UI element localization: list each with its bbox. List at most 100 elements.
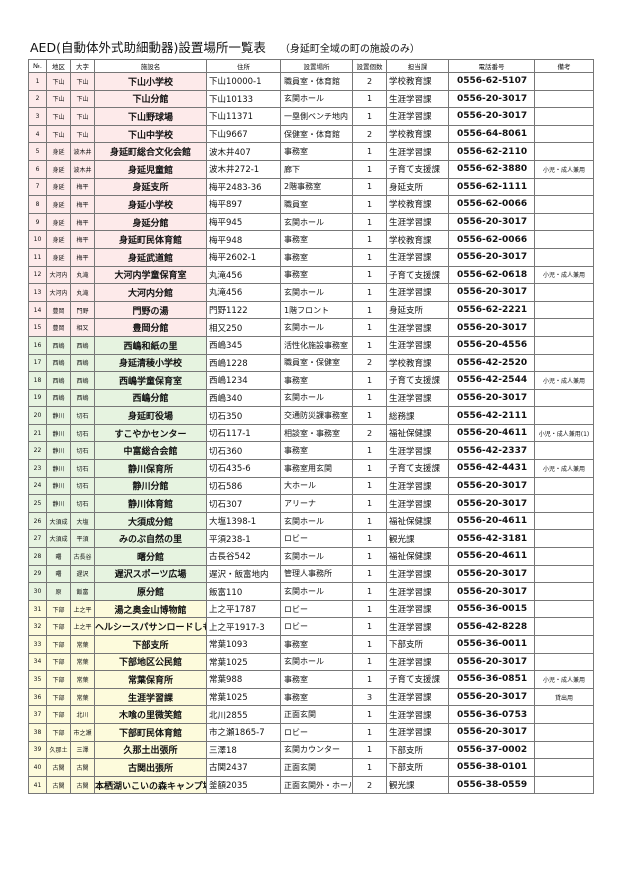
cell-count: 1 <box>352 195 387 214</box>
cell-phone: 0556-20-3017 <box>448 388 535 408</box>
cell-note: 小児・成人兼用 <box>534 159 594 179</box>
cell-count: 1 <box>352 494 387 513</box>
cell-no: 19 <box>28 388 47 408</box>
cell-no: 26 <box>28 511 47 531</box>
cell-phone: 0556-20-3017 <box>448 107 535 126</box>
cell-address: 梅平2483-36 <box>206 177 281 197</box>
cell-facility: 木喰の里微笑館 <box>94 705 207 724</box>
cell-no: 12 <box>28 265 47 285</box>
cell-phone: 0556-62-3880 <box>448 159 535 179</box>
cell-dept: 生涯学習課 <box>386 335 449 355</box>
cell-no: 7 <box>28 177 47 197</box>
cell-dept: 生涯学習課 <box>386 388 449 408</box>
cell-phone: 0556-20-3017 <box>448 722 535 742</box>
cell-phone: 0556-62-0618 <box>448 265 535 285</box>
cell-address: 西嶋1234 <box>206 371 281 390</box>
cell-dept: 学校教育課 <box>386 230 449 249</box>
cell-address: 常葉1025 <box>206 687 281 707</box>
cell-facility: 下山分館 <box>94 89 207 109</box>
cell-dept: 身延支所 <box>386 177 449 197</box>
cell-facility: 身延小学校 <box>94 195 207 214</box>
cell-area: 下山 <box>70 107 95 126</box>
cell-place: 相談室・事務室 <box>280 423 353 443</box>
cell-area: 波木井 <box>70 159 95 179</box>
cell-count: 1 <box>352 564 387 584</box>
cell-count: 2 <box>352 72 387 91</box>
cell-count: 1 <box>352 476 387 496</box>
table-row: 30 原飯富 原分館 飯富110 玄関ホール 1 生涯学習課 0556-20-3017 <box>28 582 594 601</box>
cell-no: 4 <box>28 124 47 144</box>
table-row: 9 身延 梅平 身延分館 梅平945 玄関ホール 1 生涯学習課 0556-20-3017 <box>28 212 594 232</box>
table-row: 6 身延 波木井 身延児童館 波木井272-1 廊下 1 子育て支援課 0556-62-3880… <box>28 159 594 179</box>
cell-place: 一塁側ベンチ地内 <box>280 107 353 126</box>
cell-area: 西嶋 <box>70 335 95 355</box>
cell-district: 身延 <box>46 159 71 179</box>
cell-place: 事務室 <box>280 371 353 390</box>
cell-dept: 下部支所 <box>386 635 449 654</box>
cell-district: 大須成 <box>46 529 71 549</box>
table-row: 20 静川 切石 身延町役場 切石350 交通防災課事務室 1 総務課 0556-42-2111 <box>28 406 594 425</box>
cell-no: 37 <box>28 705 47 724</box>
cell-address: 北川2855 <box>206 705 281 724</box>
header-cell: 地区 <box>46 59 71 73</box>
cell-note <box>534 582 594 601</box>
header-cell: №. <box>28 59 47 73</box>
cell-district: 下山 <box>46 89 71 109</box>
cell-place: 玄関ホール <box>280 89 353 109</box>
table-row: 3 下山 下山 下山野球場 下山11371 一塁側ベンチ地内 1 生涯学習課 0556-20-3… <box>28 107 594 126</box>
cell-place: 玄関ホール <box>280 388 353 408</box>
cell-no: 32 <box>28 617 47 636</box>
cell-no: 3 <box>28 107 47 126</box>
cell-facility: 静川分館 <box>94 476 207 496</box>
table-body: 1 下山 下山 下山小学校 下山10000-1 職員室・体育館 2 学校教育課 0556-62-… <box>28 72 594 795</box>
cell-phone: 0556-20-3017 <box>448 476 535 496</box>
cell-phone: 0556-42-2111 <box>448 406 535 425</box>
cell-facility: 身延町総合文化会館 <box>94 142 207 161</box>
cell-no: 35 <box>28 670 47 689</box>
cell-facility: 門野の湯 <box>94 300 207 320</box>
cell-phone: 0556-62-2110 <box>448 142 535 161</box>
cell-dept: 生涯学習課 <box>386 705 449 724</box>
cell-address: 門野1122 <box>206 300 281 320</box>
cell-area: 梅平 <box>70 212 95 232</box>
cell-address: 常葉988 <box>206 670 281 689</box>
table-row: 17 西嶋 西嶋 身延清稜小学校 西嶋1228 職員室・保健室 2 学校教育課 0556-42-… <box>28 353 594 373</box>
cell-facility: 古関出張所 <box>94 758 207 777</box>
cell-place: 玄関ホール <box>280 582 353 601</box>
cell-phone: 0556-42-2337 <box>448 441 535 461</box>
cell-district: 下山 <box>46 72 71 91</box>
cell-district: 下部 <box>46 635 71 654</box>
cell-no: 8 <box>28 195 47 214</box>
cell-area: 常葉 <box>70 635 95 654</box>
table-row: 10 身延 梅平 身延町民体育館 梅平948 事務室 1 学校教育課 0556-62-0066 <box>28 230 594 249</box>
header-cell: 担当課 <box>386 59 449 73</box>
cell-place: 事務室 <box>280 670 353 689</box>
cell-note <box>534 283 594 302</box>
cell-area: 梅平 <box>70 195 95 214</box>
cell-address: 古関2437 <box>206 758 281 777</box>
cell-note: 貸出用 <box>534 687 594 707</box>
cell-area: 北川 <box>70 705 95 724</box>
cell-place: 正面玄関 <box>280 705 353 724</box>
cell-district: 下部 <box>46 670 71 689</box>
cell-district: 身延 <box>46 195 71 214</box>
table-row: 7 身延 梅平 身延支所 梅平2483-36 2階事務室 1 身延支所 0556-62-1111 <box>28 177 594 197</box>
cell-count: 1 <box>352 670 387 689</box>
cell-address: 西嶋345 <box>206 335 281 355</box>
cell-place: 職員室・体育館 <box>280 72 353 91</box>
cell-phone: 0556-20-4556 <box>448 335 535 355</box>
cell-no: 25 <box>28 494 47 513</box>
cell-no: 28 <box>28 547 47 566</box>
cell-place: 交通防災課事務室 <box>280 406 353 425</box>
cell-place: 事務室 <box>280 247 353 267</box>
cell-area: 古関 <box>70 775 95 795</box>
cell-no: 23 <box>28 459 47 478</box>
cell-area: 常葉 <box>70 670 95 689</box>
cell-dept: 学校教育課 <box>386 124 449 144</box>
table-row: 4 下山 下山 下山中学校 下山9667 保健室・体育館 2 学校教育課 0556-64-806… <box>28 124 594 144</box>
table-row: 28 曙古長谷 曙分館 古長谷542 玄関ホール 1 福祉保健課 0556-20-4611 <box>28 547 594 566</box>
cell-count: 1 <box>352 247 387 267</box>
cell-facility: 西嶋分館 <box>94 388 207 408</box>
cell-facility: 下山小学校 <box>94 72 207 91</box>
